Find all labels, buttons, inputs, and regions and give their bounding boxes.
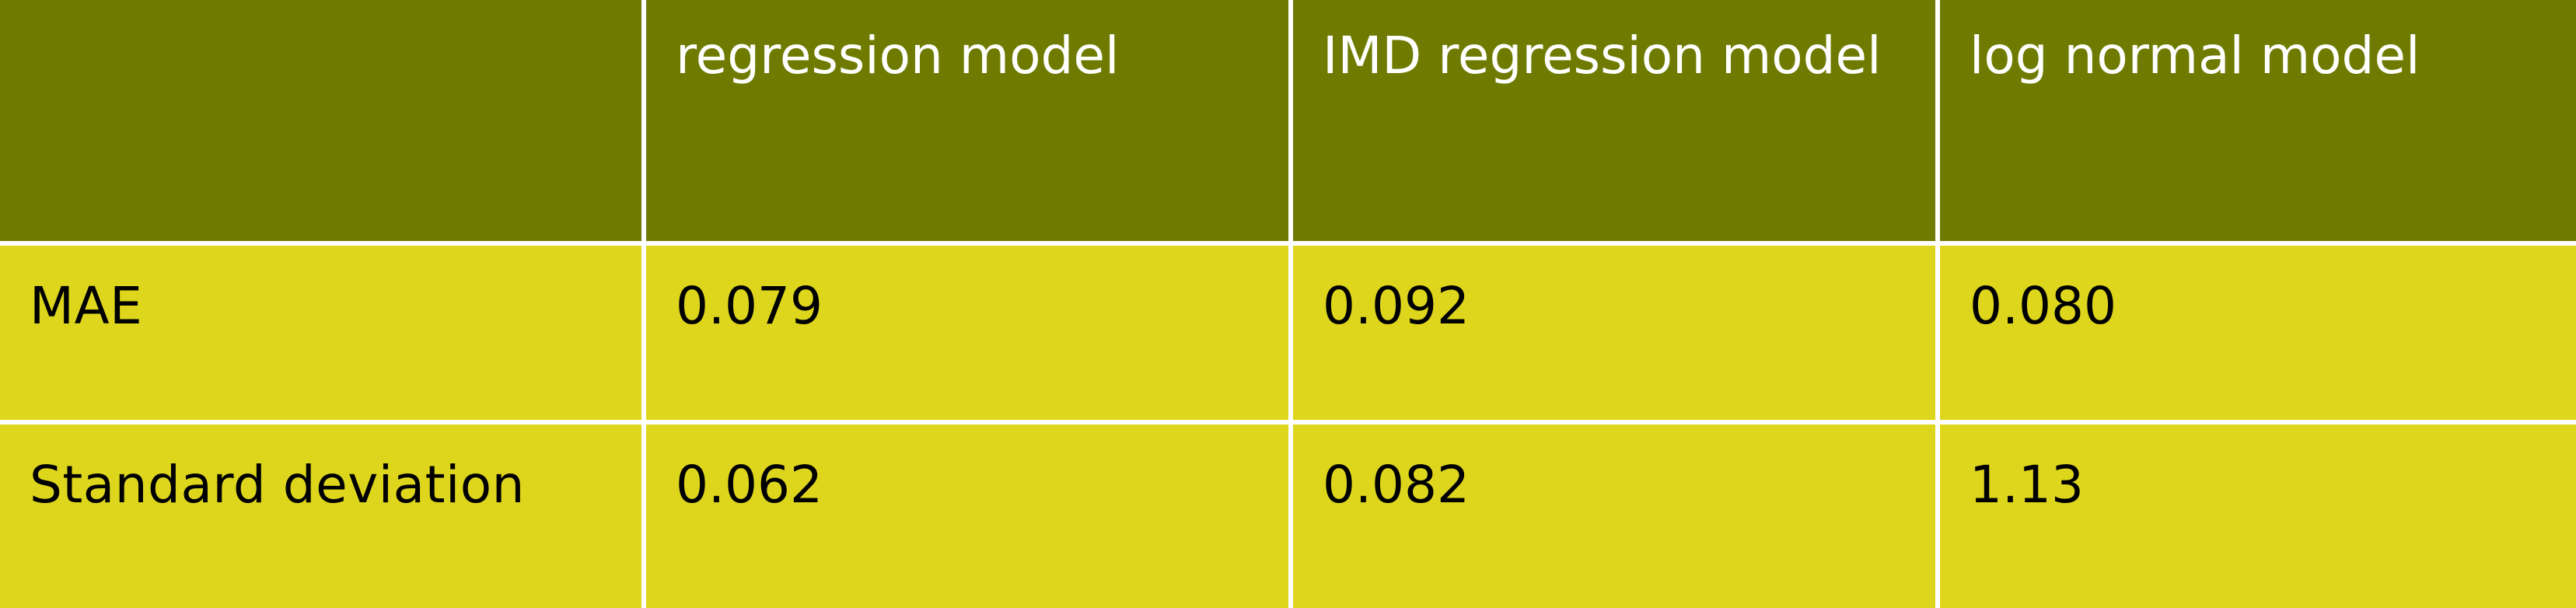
row-label-standard-deviation: Standard deviation [0,425,641,608]
cell-mae-regression: 0.079 [646,246,1288,420]
row-label-mae: MAE [0,246,641,420]
cell-mae-imd-regression: 0.092 [1293,246,1935,420]
header-cell-imd-regression-model: IMD regression model [1293,0,1935,241]
cell-std-log-normal: 1.13 [1940,425,2576,608]
cell-std-imd-regression: 0.082 [1293,425,1935,608]
header-cell-log-normal-model: log normal model [1940,0,2576,241]
cell-std-regression: 0.062 [646,425,1288,608]
header-cell-corner [0,0,641,241]
header-cell-regression-model: regression model [646,0,1288,241]
cell-mae-log-normal: 0.080 [1940,246,2576,420]
